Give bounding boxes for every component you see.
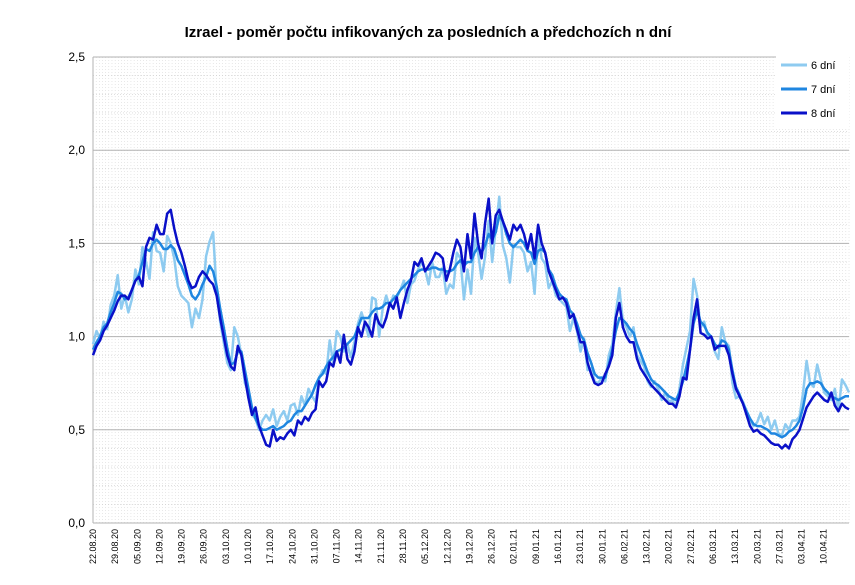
series-line-3 — [91, 197, 850, 450]
x-tick-label: 19.12.20 — [464, 529, 474, 564]
x-axis: 22.08.20 29.08.20 05.09.20 12.09.20 19.09.20… — [88, 529, 829, 564]
x-tick-label: 30.01.21 — [597, 529, 607, 564]
x-tick-label: 19.09.20 — [177, 529, 187, 564]
series-line-2 — [91, 214, 849, 439]
x-tick-label: 03.04.21 — [797, 529, 807, 564]
x-tick-label: 26.12.20 — [487, 529, 497, 564]
legend: 6 dní 7 dní 8 dní — [776, 52, 849, 128]
x-tick-label: 12.12.20 — [442, 529, 452, 564]
series-line-1 — [91, 195, 851, 437]
y-axis: 0,0 0,5 1,0 1,5 2,0 2,5 — [68, 50, 85, 530]
x-tick-label: 13.02.21 — [642, 529, 652, 564]
series-group — [91, 195, 851, 450]
chart-title: Izrael - poměr počtu infikovaných za pos… — [185, 24, 673, 41]
x-tick-label: 05.12.20 — [420, 529, 430, 564]
x-tick-label: 07.11.20 — [332, 529, 342, 563]
x-tick-label: 22.08.20 — [88, 529, 98, 564]
x-tick-label: 28.11.20 — [398, 529, 408, 563]
legend-label-2: 7 dní — [811, 84, 835, 96]
x-tick-label: 26.09.20 — [199, 529, 209, 564]
x-tick-label: 31.10.20 — [309, 529, 319, 564]
y-tick-label: 1,5 — [68, 236, 85, 250]
x-tick-label: 13.03.21 — [730, 529, 740, 564]
y-tick-label: 2,0 — [68, 143, 85, 157]
y-tick-label: 0,5 — [68, 423, 85, 437]
legend-label-1: 6 dní — [811, 60, 835, 72]
x-tick-label: 20.02.21 — [664, 529, 674, 564]
y-tick-label: 1,0 — [68, 330, 85, 344]
legend-label-3: 8 dní — [811, 108, 835, 120]
x-tick-label: 02.01.21 — [509, 529, 519, 564]
x-tick-label: 23.01.21 — [575, 529, 585, 564]
y-tick-label: 0,0 — [68, 516, 85, 530]
x-tick-label: 06.02.21 — [619, 529, 629, 564]
x-tick-label: 27.02.21 — [686, 529, 696, 564]
x-tick-label: 21.11.20 — [376, 529, 386, 563]
x-tick-label: 20.03.21 — [752, 529, 762, 564]
x-tick-label: 24.10.20 — [287, 529, 297, 564]
x-tick-label: 03.10.20 — [221, 529, 231, 564]
x-tick-label: 27.03.21 — [774, 529, 784, 564]
x-tick-label: 29.08.20 — [110, 529, 120, 564]
x-tick-label: 10.04.21 — [819, 529, 829, 564]
x-tick-label: 10.10.20 — [243, 529, 253, 564]
x-tick-label: 16.01.21 — [553, 529, 563, 564]
x-tick-label: 09.01.21 — [531, 529, 541, 564]
y-tick-label: 2,5 — [68, 50, 85, 64]
x-tick-label: 17.10.20 — [265, 529, 275, 564]
x-tick-label: 12.09.20 — [154, 529, 164, 564]
x-tick-label: 05.09.20 — [132, 529, 142, 564]
x-tick-label: 14.11.20 — [354, 529, 364, 563]
x-tick-label: 06.03.21 — [708, 529, 718, 564]
